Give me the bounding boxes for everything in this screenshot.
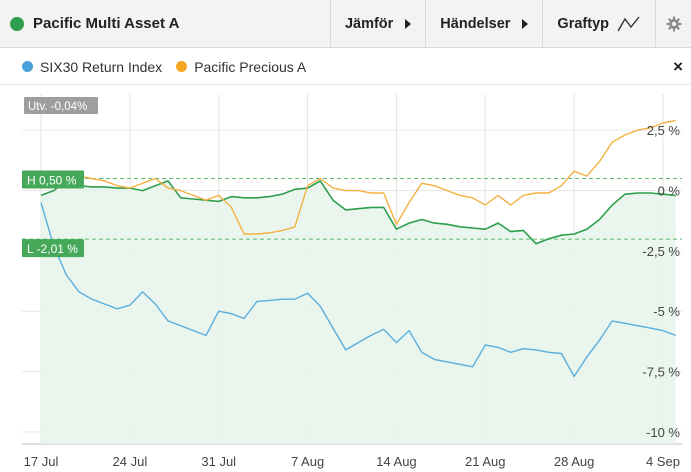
y-tick-label: -7,5 % bbox=[642, 365, 680, 380]
caret-right-icon bbox=[522, 18, 529, 29]
x-tick-label: 21 Aug bbox=[465, 454, 506, 469]
y-tick-label: 2,5 % bbox=[647, 123, 681, 138]
line-chart-icon bbox=[617, 16, 640, 31]
chart-area: 2,5 % 0 % -2,5 % -5 % -7,5 % -10 % 17 Jul 24 Ju… bbox=[0, 86, 691, 472]
x-tick-label: 14 Aug bbox=[376, 454, 417, 469]
fund-name: Pacific Multi Asset A bbox=[33, 15, 180, 32]
x-tick-label: 28 Aug bbox=[554, 454, 595, 469]
chart-legend: SIX30 Return Index Pacific Precious A × bbox=[0, 49, 691, 85]
graph-type-label: Graftyp bbox=[557, 15, 609, 32]
high-badge-label: H 0,50 % bbox=[27, 173, 77, 187]
x-tick-label: 4 Sep bbox=[646, 454, 680, 469]
legend-item-precious[interactable]: Pacific Precious A bbox=[176, 59, 306, 75]
fund-color-dot bbox=[10, 16, 24, 31]
x-tick-label: 24 Jul bbox=[113, 454, 148, 469]
legend-label-precious: Pacific Precious A bbox=[194, 58, 307, 75]
performance-chart: 2,5 % 0 % -2,5 % -5 % -7,5 % -10 % 17 Jul 24 Ju… bbox=[22, 94, 682, 469]
series-line-fund bbox=[40, 180, 676, 245]
y-tick-label: -10 % bbox=[646, 425, 680, 440]
x-tick-label: 7 Aug bbox=[291, 454, 324, 469]
change-badge-label: Utv. -0,04% bbox=[28, 101, 87, 113]
gear-icon bbox=[666, 16, 681, 31]
legend-dot-precious bbox=[176, 61, 188, 72]
legend-item-six30[interactable]: SIX30 Return Index bbox=[22, 59, 162, 75]
legend-dot-six30 bbox=[22, 61, 33, 72]
legend-label-six30: SIX30 Return Index bbox=[40, 58, 163, 75]
caret-right-icon bbox=[405, 18, 412, 29]
chart-toolbar: Pacific Multi Asset A Jämför Händelser G… bbox=[0, 0, 691, 48]
compare-button[interactable]: Jämför bbox=[329, 0, 425, 47]
low-badge bbox=[22, 239, 84, 258]
low-badge-label: L -2,01 % bbox=[27, 242, 78, 256]
series-line-six30 bbox=[40, 202, 676, 378]
x-tick-label: 17 Jul bbox=[24, 454, 59, 469]
fund-title: Pacific Multi Asset A bbox=[0, 0, 330, 47]
events-label: Händelser bbox=[440, 15, 511, 32]
fund-area-fill bbox=[41, 180, 676, 444]
settings-button[interactable] bbox=[655, 0, 691, 47]
x-tick-label: 31 Jul bbox=[201, 454, 236, 469]
y-tick-label: -5 % bbox=[653, 304, 680, 319]
high-badge bbox=[22, 170, 84, 189]
series-line-precious bbox=[40, 119, 676, 235]
y-tick-label: -2,5 % bbox=[642, 244, 680, 259]
close-compare-button[interactable]: × bbox=[673, 57, 683, 76]
events-button[interactable]: Händelser bbox=[425, 0, 542, 47]
y-tick-label: 0 % bbox=[658, 184, 681, 199]
graph-type-button[interactable]: Graftyp bbox=[542, 0, 655, 47]
change-badge bbox=[24, 97, 98, 114]
compare-label: Jämför bbox=[344, 15, 394, 32]
